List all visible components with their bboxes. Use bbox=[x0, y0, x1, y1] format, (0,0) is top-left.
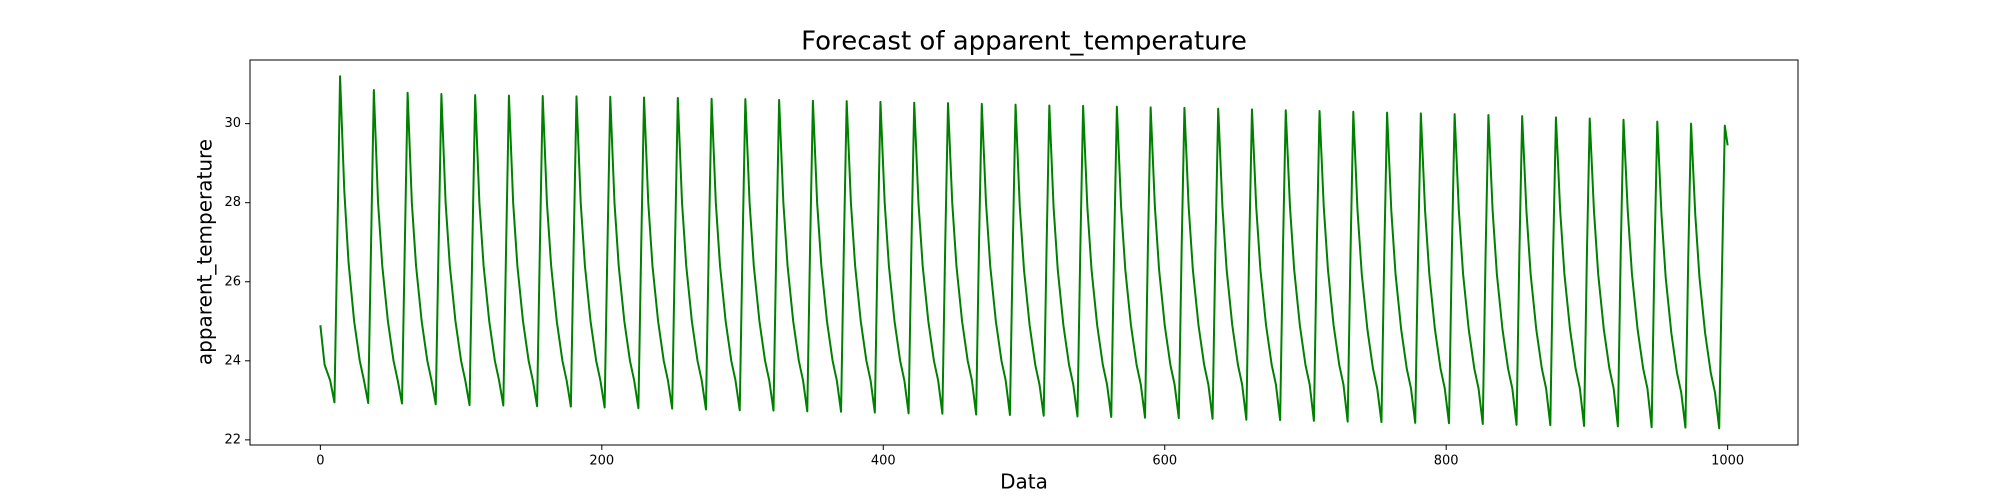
x-tick-label: 200 bbox=[589, 454, 614, 469]
y-tick-label: 28 bbox=[224, 195, 241, 210]
x-axis-label: Data bbox=[1000, 470, 1048, 494]
x-tick-label: 0 bbox=[316, 454, 324, 469]
x-tick-label: 800 bbox=[1434, 454, 1459, 469]
x-tick-label: 1000 bbox=[1711, 454, 1744, 469]
y-tick-label: 30 bbox=[224, 116, 241, 131]
y-axis-label: apparent_temperature bbox=[193, 139, 217, 365]
data-line bbox=[319, 75, 1729, 430]
x-tick-label: 600 bbox=[1152, 454, 1177, 469]
plot-frame bbox=[249, 59, 1799, 446]
x-tick-label: 400 bbox=[871, 454, 896, 469]
y-tick-label: 22 bbox=[224, 432, 241, 447]
chart-title: Forecast of apparent_temperature bbox=[801, 27, 1247, 57]
y-tick-label: 24 bbox=[224, 353, 241, 368]
y-tick-label: 26 bbox=[224, 274, 241, 289]
